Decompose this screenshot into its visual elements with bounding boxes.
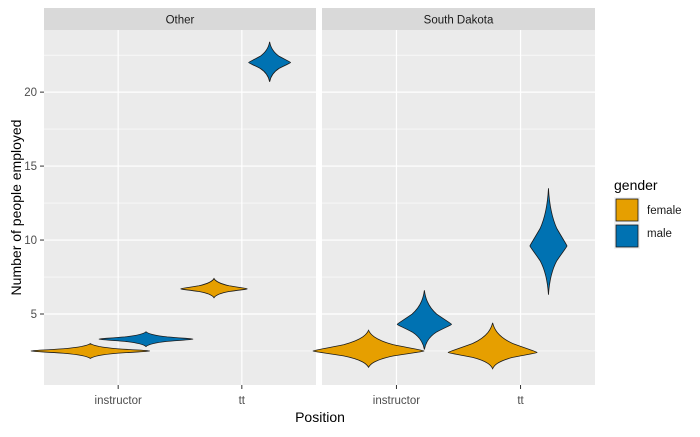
x-tick-label: instructor	[95, 395, 142, 407]
x-tick-label: tt	[517, 395, 524, 407]
legend-swatch-male	[615, 224, 639, 248]
grid-lines	[44, 30, 595, 385]
violin-south-dakota-tt-male	[529, 188, 568, 295]
facet-label-other: Other	[166, 15, 195, 27]
facet-strip-other	[44, 8, 316, 30]
y-tick-label: 20	[24, 87, 37, 99]
panel-other	[44, 30, 316, 385]
legend-swatch-female	[615, 198, 639, 222]
violin-other-tt-male	[248, 41, 292, 82]
violin-south-dakota-tt-female	[447, 322, 538, 370]
y-axis-title: Number of people employed	[8, 120, 24, 296]
violins	[30, 41, 568, 370]
violin-other-instructor-female	[30, 343, 151, 359]
legend-label-male: male	[647, 228, 672, 240]
violin-south-dakota-instructor-male	[396, 290, 452, 350]
axes: 5 10 15 20 instructor tt instructor tt	[24, 87, 524, 407]
x-axis-title: Position	[295, 409, 345, 425]
legend-label-female: female	[647, 205, 682, 217]
y-tick-label: 15	[24, 161, 37, 173]
violin-other-instructor-male	[98, 331, 194, 348]
y-tick-label: 5	[31, 309, 37, 321]
legend: gender female male	[614, 177, 682, 249]
violin-other-tt-female	[180, 277, 248, 299]
legend-title: gender	[614, 177, 658, 193]
x-tick-label: instructor	[373, 395, 420, 407]
facet-label-south-dakota: South Dakota	[424, 15, 494, 27]
facet-strip-south-dakota	[322, 8, 595, 30]
violin-south-dakota-instructor-female	[312, 329, 425, 369]
y-tick-label: 10	[24, 235, 37, 247]
x-tick-label: tt	[239, 395, 246, 407]
panel-south-dakota	[322, 30, 595, 385]
